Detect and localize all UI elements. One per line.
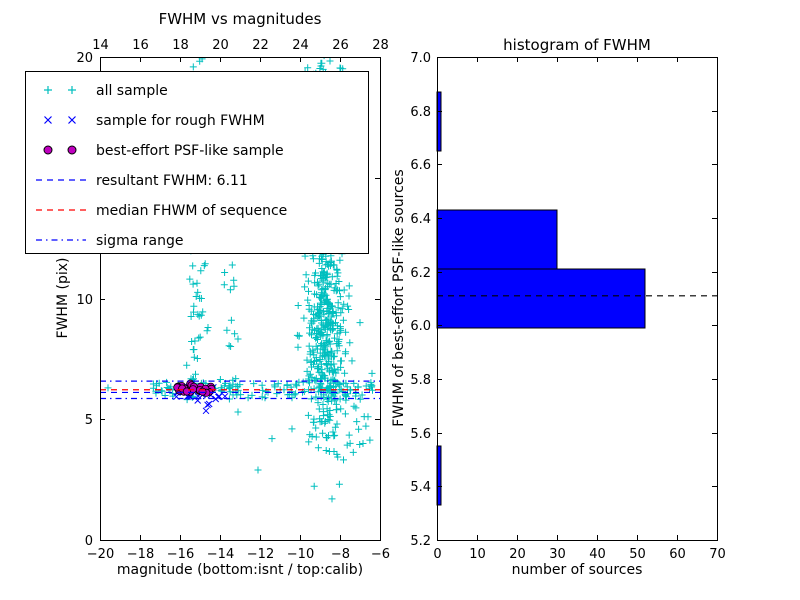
svg-text:20: 20 — [76, 51, 93, 66]
svg-text:40: 40 — [589, 547, 606, 562]
svg-text:20: 20 — [212, 38, 229, 53]
legend-frame — [25, 71, 369, 254]
svg-text:50: 50 — [629, 547, 646, 562]
svg-text:0: 0 — [85, 534, 93, 549]
svg-text:5.6: 5.6 — [410, 427, 431, 442]
right-plot-frame — [437, 57, 718, 541]
legend-circle-marker — [43, 145, 53, 155]
legend-plus-marker — [44, 86, 52, 94]
histogram-bars — [436, 91, 646, 506]
svg-text:−8: −8 — [331, 547, 350, 562]
svg-text:−6: −6 — [371, 547, 390, 562]
svg-text:18: 18 — [172, 38, 189, 53]
svg-text:6.8: 6.8 — [410, 105, 431, 120]
svg-text:10: 10 — [76, 293, 93, 308]
right-ylabel: FWHM of best-effort PSF-like sources — [391, 169, 407, 427]
svg-text:70: 70 — [709, 547, 726, 562]
overlay-lines — [100, 380, 380, 400]
svg-text:20: 20 — [509, 547, 526, 562]
svg-text:14: 14 — [92, 38, 109, 53]
svg-text:24: 24 — [292, 38, 309, 53]
left-plot-title: FWHM vs magnitudes — [158, 10, 322, 28]
legend-x-marker — [68, 116, 76, 124]
svg-text:−18: −18 — [127, 547, 154, 562]
left-xlabel: magnitude (bottom:isnt / top:calib) — [116, 562, 364, 578]
right-plot-title: histogram of FWHM — [503, 36, 651, 54]
legend: all sample sample for rough FWHM best-effo… — [25, 71, 369, 254]
svg-text:7.0: 7.0 — [410, 51, 431, 66]
histogram-bar — [436, 268, 646, 329]
legend-label: sigma range — [96, 233, 183, 249]
svg-text:60: 60 — [669, 547, 686, 562]
svg-text:6.2: 6.2 — [410, 266, 431, 281]
legend-circle-marker — [67, 145, 77, 155]
legend-item: sigma range — [36, 233, 183, 249]
right-xlabel: number of sources — [511, 562, 643, 578]
svg-text:5.4: 5.4 — [410, 480, 431, 495]
left-ylabel: FWHM (pix) — [55, 257, 71, 339]
legend-item: sample for rough FWHM — [44, 113, 265, 129]
svg-text:0: 0 — [433, 547, 441, 562]
legend-x-marker — [44, 116, 52, 124]
svg-text:−12: −12 — [247, 547, 274, 562]
svg-text:6.4: 6.4 — [410, 212, 431, 227]
svg-text:−10: −10 — [287, 547, 314, 562]
svg-text:26: 26 — [332, 38, 349, 53]
svg-text:10: 10 — [469, 547, 486, 562]
svg-text:16: 16 — [132, 38, 149, 53]
legend-item: resultant FWHM: 6.11 — [36, 173, 248, 189]
svg-text:28: 28 — [372, 38, 389, 53]
histogram-bar — [436, 209, 558, 270]
legend-label: resultant FWHM: 6.11 — [96, 173, 248, 189]
legend-item: best-effort PSF-like sample — [43, 143, 284, 159]
legend-item: all sample — [44, 83, 168, 99]
legend-label: best-effort PSF-like sample — [96, 143, 284, 159]
right-plot — [436, 91, 717, 506]
legend-label: median FHWM of sequence — [96, 203, 287, 219]
svg-text:6.0: 6.0 — [410, 319, 431, 334]
legend-label: sample for rough FWHM — [96, 113, 265, 129]
legend-label: all sample — [96, 83, 168, 99]
svg-text:6.6: 6.6 — [410, 158, 431, 173]
axis-ticks: −20 −18 −16 −14 −12 −10 −8 −614 16 18 20 22 24 26 2805… — [76, 38, 725, 562]
legend-item: median FHWM of sequence — [36, 203, 287, 219]
svg-text:5.8: 5.8 — [410, 373, 431, 388]
best-effort-PSF-like-sample-layer — [173, 379, 216, 397]
svg-text:5.2: 5.2 — [410, 534, 431, 549]
svg-text:22: 22 — [252, 38, 269, 53]
svg-text:−14: −14 — [207, 547, 234, 562]
svg-text:−20: −20 — [87, 547, 114, 562]
svg-text:5: 5 — [85, 413, 93, 428]
svg-text:30: 30 — [549, 547, 566, 562]
svg-text:−16: −16 — [167, 547, 194, 562]
legend-plus-marker — [68, 86, 76, 94]
